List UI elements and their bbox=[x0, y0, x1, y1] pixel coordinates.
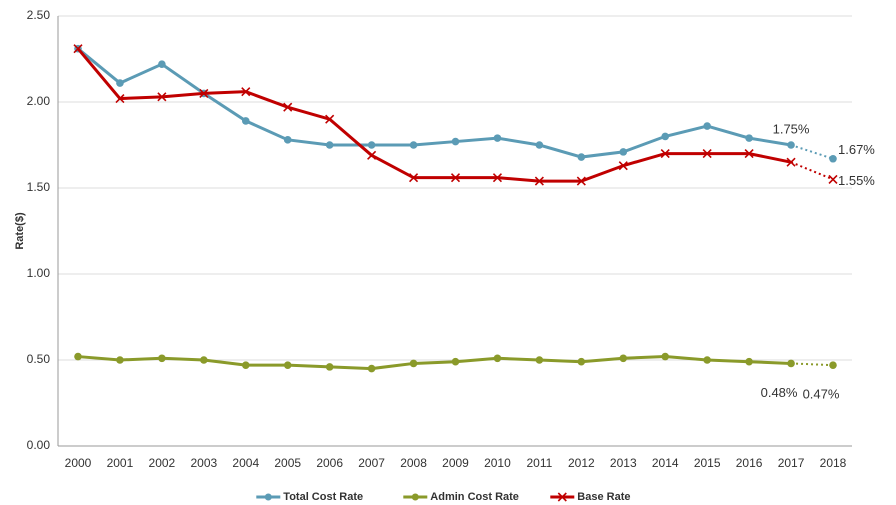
marker bbox=[116, 356, 124, 364]
y-tick-label: 2.00 bbox=[27, 94, 51, 108]
y-tick-label: 0.50 bbox=[27, 352, 51, 366]
marker bbox=[619, 354, 628, 363]
marker bbox=[325, 141, 334, 149]
data-label: 1.55% bbox=[838, 173, 875, 188]
marker bbox=[450, 173, 461, 183]
marker bbox=[703, 356, 711, 364]
marker bbox=[200, 356, 208, 364]
marker bbox=[787, 141, 795, 149]
marker bbox=[367, 141, 376, 149]
marker bbox=[157, 92, 167, 102]
marker bbox=[535, 356, 544, 364]
marker bbox=[745, 134, 753, 142]
x-tick-label: 2017 bbox=[778, 456, 805, 470]
x-tick-label: 2012 bbox=[568, 456, 595, 470]
marker bbox=[828, 174, 838, 184]
series-line-projection bbox=[790, 144, 834, 160]
marker bbox=[199, 88, 209, 98]
marker bbox=[241, 87, 251, 97]
marker bbox=[158, 354, 166, 363]
y-tick-label: 1.00 bbox=[27, 266, 51, 280]
marker bbox=[116, 79, 124, 87]
marker bbox=[660, 149, 670, 159]
legend-marker bbox=[411, 493, 419, 501]
data-label: 0.47% bbox=[803, 387, 840, 402]
marker bbox=[829, 154, 837, 163]
marker bbox=[618, 161, 628, 171]
marker bbox=[73, 44, 83, 54]
marker bbox=[283, 361, 292, 369]
marker bbox=[576, 176, 586, 186]
marker bbox=[661, 132, 670, 141]
legend-label: Total Cost Rate bbox=[283, 491, 363, 503]
marker bbox=[367, 364, 376, 373]
y-tick-label: 1.50 bbox=[27, 180, 51, 194]
marker bbox=[158, 60, 166, 68]
marker bbox=[744, 149, 754, 159]
data-label: 1.67% bbox=[838, 142, 875, 157]
x-tick-label: 2013 bbox=[610, 456, 637, 470]
marker bbox=[283, 136, 292, 144]
marker bbox=[535, 141, 544, 149]
x-tick-label: 2003 bbox=[190, 456, 217, 470]
x-tick-label: 2010 bbox=[484, 456, 511, 470]
marker bbox=[367, 150, 377, 160]
x-tick-label: 2016 bbox=[736, 456, 763, 470]
series-line bbox=[77, 47, 792, 159]
legend-label: Admin Cost Rate bbox=[430, 491, 519, 503]
marker bbox=[283, 102, 293, 112]
x-tick-label: 2018 bbox=[820, 456, 847, 470]
marker bbox=[451, 357, 460, 366]
marker bbox=[451, 137, 460, 146]
x-tick-label: 2011 bbox=[526, 456, 552, 470]
marker bbox=[492, 173, 503, 183]
marker bbox=[493, 134, 502, 142]
series-line bbox=[77, 355, 792, 371]
marker bbox=[661, 352, 670, 361]
series-line bbox=[76, 47, 792, 183]
x-tick-label: 2007 bbox=[358, 456, 385, 470]
legend-marker bbox=[557, 492, 567, 502]
x-tick-label: 2002 bbox=[149, 456, 176, 470]
y-tick-label: 0.00 bbox=[27, 438, 51, 452]
marker bbox=[408, 173, 419, 183]
marker bbox=[493, 354, 502, 363]
x-tick-label: 2006 bbox=[316, 456, 343, 470]
marker bbox=[702, 149, 712, 159]
x-tick-label: 2001 bbox=[107, 456, 134, 470]
series-line-projection bbox=[790, 161, 834, 181]
y-axis-label: Rate($) bbox=[14, 212, 26, 250]
x-tick-label: 2009 bbox=[442, 456, 469, 470]
legend-marker bbox=[264, 493, 272, 501]
series-line-projection bbox=[791, 362, 834, 367]
legend-label: Base Rate bbox=[577, 491, 630, 503]
marker bbox=[619, 148, 628, 156]
marker bbox=[829, 361, 837, 369]
data-label: 0.48% bbox=[761, 385, 798, 400]
marker bbox=[115, 93, 125, 104]
x-tick-label: 2008 bbox=[400, 456, 427, 470]
marker bbox=[577, 153, 586, 161]
marker bbox=[409, 359, 418, 368]
x-tick-label: 2000 bbox=[65, 456, 92, 470]
marker bbox=[74, 352, 82, 361]
x-tick-label: 2015 bbox=[694, 456, 721, 470]
data-label: 1.75% bbox=[773, 121, 810, 136]
marker bbox=[325, 114, 335, 124]
marker bbox=[325, 363, 334, 371]
marker bbox=[534, 176, 544, 186]
x-tick-label: 2004 bbox=[232, 456, 259, 470]
x-tick-label: 2014 bbox=[652, 456, 679, 470]
x-tick-label: 2005 bbox=[274, 456, 301, 470]
marker bbox=[787, 359, 795, 368]
marker bbox=[786, 157, 796, 167]
marker bbox=[241, 361, 250, 369]
marker bbox=[577, 357, 586, 366]
marker bbox=[745, 357, 753, 366]
marker bbox=[409, 141, 418, 149]
y-tick-label: 2.50 bbox=[27, 8, 51, 22]
marker bbox=[703, 122, 711, 130]
marker bbox=[241, 117, 250, 125]
